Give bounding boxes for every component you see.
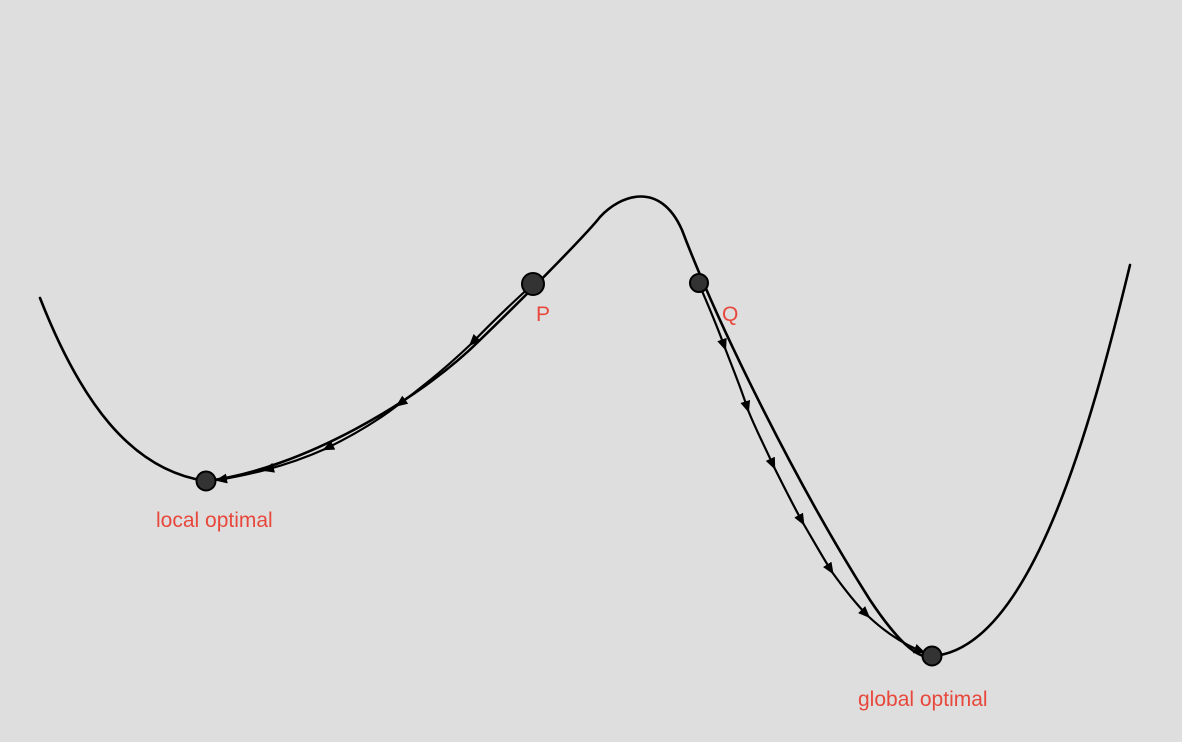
point-q-label: Q (722, 303, 738, 326)
global-optimum-label: global optimal (858, 688, 988, 711)
descent-step (866, 614, 926, 654)
descent-step (215, 468, 267, 484)
descent-step (801, 521, 834, 575)
descent-step (830, 570, 871, 619)
local-optimum-marker (195, 470, 217, 492)
descent-step (322, 403, 400, 451)
descent-step (395, 342, 473, 407)
descent-step (723, 346, 751, 413)
point-p-marker (521, 272, 545, 296)
descent-step (746, 408, 776, 470)
descent-step (262, 447, 327, 473)
local-optimum-label: local optimal (156, 509, 273, 532)
point-q-marker (689, 273, 709, 293)
global-optimum-marker (921, 645, 943, 667)
descent-step (772, 465, 805, 526)
point-p-label: P (536, 303, 550, 326)
